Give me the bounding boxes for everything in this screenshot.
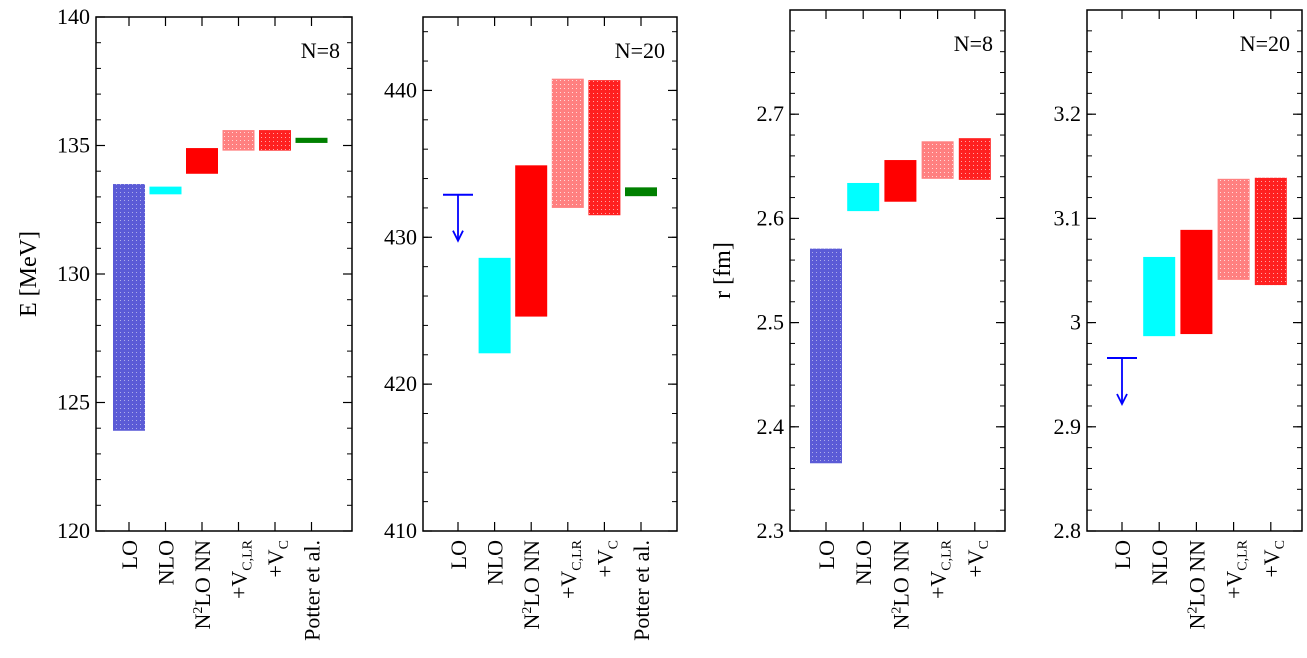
y-tick-label: 3 <box>1070 310 1081 335</box>
range-bar-n2lo-nn <box>1180 229 1213 335</box>
y-tick-label: 130 <box>57 261 90 286</box>
x-tick-label: NLO <box>851 540 876 585</box>
range-bar-nlo <box>149 186 182 195</box>
range-bar-nlo <box>847 182 880 212</box>
range-bar-potter-et-al- <box>625 187 657 197</box>
x-tick-label: +VC <box>592 540 621 578</box>
x-tick-label: +VC <box>263 540 292 578</box>
range-bar--vc <box>259 130 291 151</box>
y-tick-label: 125 <box>57 390 90 415</box>
range-bar--vc <box>588 80 621 216</box>
upper-limit-arrowhead <box>1116 393 1128 407</box>
y-tick-label: 2.4 <box>757 414 785 439</box>
y-tick-label: 430 <box>384 224 417 249</box>
y-tick-label: 3.2 <box>1054 101 1082 126</box>
panel-label: N=20 <box>615 38 665 63</box>
x-tick-label: N2LO NN <box>888 540 913 630</box>
range-bar-nlo <box>478 257 511 354</box>
y-tick-label: 120 <box>57 518 90 543</box>
chart-panel-4: 2.8 2.9 3 3.1 3.2 N=20 LO NLO N2LO NN +VC,LR +VC <box>1054 9 1303 630</box>
range-bar--vc-lr <box>222 130 255 151</box>
x-tick-label: N2LO NN <box>519 540 544 630</box>
y-tick-label: 440 <box>384 77 417 102</box>
range-bar--vc-lr <box>1217 178 1250 280</box>
range-bar--vc-lr <box>551 78 584 208</box>
y-axis-label: E [MeV] <box>16 231 42 317</box>
x-tick-label: N2LO NN <box>190 540 215 630</box>
range-bar--vc <box>1254 177 1287 286</box>
x-tick-label: +VC,LR <box>1222 539 1251 599</box>
x-tick-label: +VC,LR <box>556 539 585 599</box>
y-tick-label: 410 <box>384 518 417 543</box>
y-tick-label: 140 <box>57 4 90 29</box>
y-axis-label: r [fm] <box>710 242 736 299</box>
y-tick-label: 2.7 <box>757 101 785 126</box>
x-tick-label: +VC,LR <box>926 539 955 599</box>
x-tick-label: +VC,LR <box>227 539 256 599</box>
y-tick-label: 3.1 <box>1054 205 1082 230</box>
range-bar-lo <box>810 248 842 464</box>
range-bar-n2lo-nn <box>186 148 218 174</box>
x-tick-label: +VC <box>1259 540 1288 578</box>
chart-panel-2: 410 420 430 440 N=20 LO NLO N2LO NN +VC,LR +VC Pot… <box>384 16 678 641</box>
plot-frame <box>422 16 678 532</box>
range-bar-lo <box>113 184 145 431</box>
y-tick-label: 2.8 <box>1054 518 1082 543</box>
y-tick-label: 2.5 <box>757 310 785 335</box>
chart-panel-3: 2.3 2.4 2.5 2.6 2.7 r [fm] N=8 LO NLO N2LO NN +VC,… <box>710 9 1006 630</box>
y-tick-label: 2.9 <box>1054 414 1082 439</box>
x-tick-label: NLO <box>1147 540 1172 585</box>
range-bar-nlo <box>1143 256 1176 337</box>
panel-label: N=8 <box>301 38 340 63</box>
x-tick-label: Potter et al. <box>629 540 654 641</box>
panel-label: N=20 <box>1240 31 1290 56</box>
range-bar-n2lo-nn <box>884 160 917 202</box>
y-tick-label: 135 <box>57 133 90 158</box>
x-tick-label: NLO <box>154 540 179 585</box>
x-tick-label: N2LO NN <box>1184 540 1209 630</box>
panel-label: N=8 <box>954 31 993 56</box>
plot-frame <box>1086 9 1303 532</box>
x-tick-label: LO <box>814 540 839 569</box>
x-tick-label: LO <box>117 540 142 569</box>
x-tick-label: NLO <box>483 540 508 585</box>
range-bar-n2lo-nn <box>515 165 548 317</box>
chart-panel-1: 120 125 130 135 140 E [MeV] N=8 LO NLO N2LO NN +VC… <box>16 4 353 641</box>
range-bar-potter-et-al- <box>295 137 328 143</box>
x-tick-label: LO <box>446 540 471 569</box>
x-tick-label: +VC <box>963 540 992 578</box>
y-tick-label: 2.6 <box>757 205 785 230</box>
upper-limit-arrowhead <box>452 230 464 243</box>
range-bar--vc <box>958 138 991 180</box>
range-bar--vc-lr <box>921 141 954 179</box>
y-tick-label: 2.3 <box>757 518 785 543</box>
x-tick-label: Potter et al. <box>300 540 325 641</box>
y-tick-label: 420 <box>384 371 417 396</box>
plot-frame <box>789 9 1006 532</box>
x-tick-label: LO <box>1110 540 1135 569</box>
